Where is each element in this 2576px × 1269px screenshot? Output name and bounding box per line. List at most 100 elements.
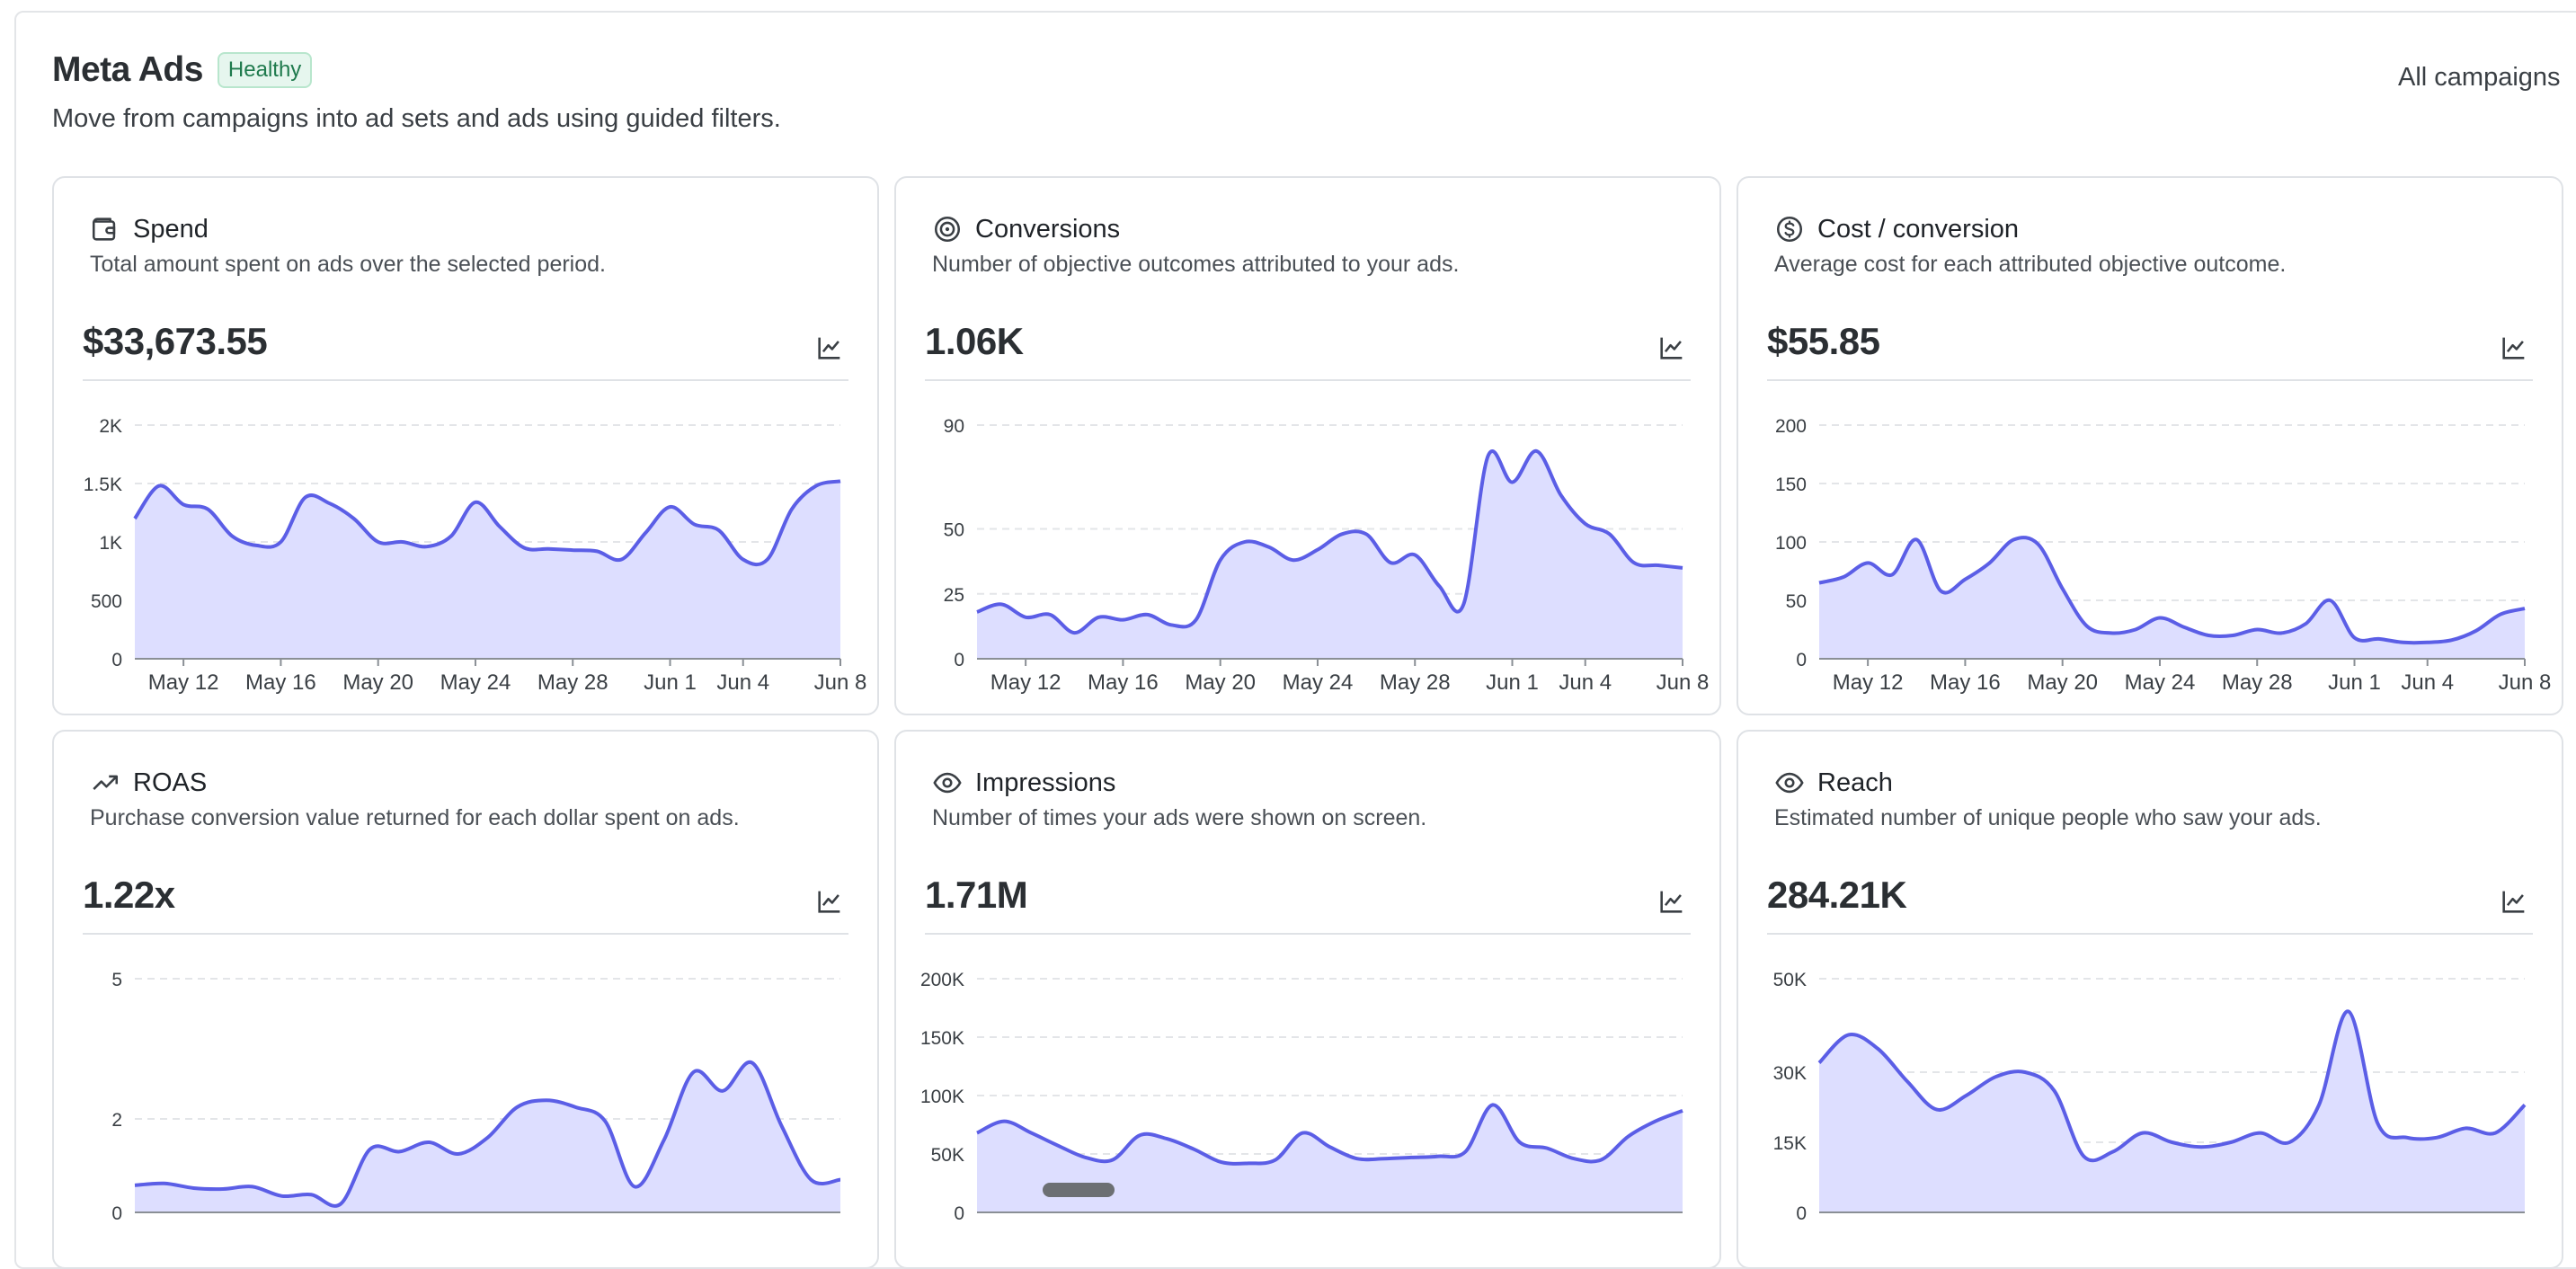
chart-toggle-button[interactable] [1657,333,1687,363]
x-tick-label: Jun 1 [2328,670,2381,695]
divider [83,933,848,935]
area-fill [135,481,840,659]
metric-card-spend: Spend Total amount spent on ads over the… [52,176,879,715]
metric-title: ROAS [133,768,208,797]
divider [1767,379,2533,381]
x-tick-label: Jun 4 [716,670,769,695]
metric-title: Cost / conversion [1817,214,2020,244]
metric-card-conversions: Conversions Number of objective outcomes… [894,176,1721,715]
area-fill [1819,537,2525,659]
x-tick-label: Jun 8 [2499,670,2552,695]
series-line [976,1103,1683,1166]
y-tick-label: 1K [99,533,122,554]
chart-toggle-button[interactable] [814,333,845,363]
y-tick-label: 0 [1796,1203,1807,1224]
x-tick-label: May 12 [1833,670,1904,695]
series-line [133,479,841,567]
y-tick-label: 0 [1796,650,1807,670]
metric-value: $55.85 [1767,320,1880,362]
x-tick-label: May 24 [440,670,511,695]
page-title: Meta Ads [52,50,203,89]
metric-description: Estimated number of unique people who sa… [1774,805,2322,830]
x-tick-label: May 28 [537,670,608,695]
metric-description: Number of times your ads were shown on s… [932,805,1427,830]
y-tick-label: 150 [1775,475,1807,495]
y-tick-label: 90 [944,416,964,437]
area-fill [1819,1011,2525,1212]
metric-value: 284.21K [1767,874,1907,916]
y-tick-label: 50K [931,1145,964,1166]
x-tick-label: Jun 1 [644,670,697,695]
area-fill [977,1105,1683,1212]
campaign-scope-selector[interactable]: All campaigns [2398,63,2561,92]
chart-toggle-button[interactable] [2499,886,2529,917]
page-subtitle: Move from campaigns into ad sets and ads… [52,104,781,133]
metric-value: 1.06K [925,320,1024,362]
y-tick-label: 100K [920,1087,964,1107]
metric-card-impressions: Impressions Number of times your ads wer… [894,730,1721,1269]
area-fill [135,1061,840,1212]
y-tick-label: 150K [920,1028,964,1049]
y-tick-label: 0 [111,650,122,670]
metric-title: Impressions [975,768,1116,797]
y-tick-label: 100 [1775,533,1807,554]
y-tick-label: 50K [1773,970,1807,990]
chart-toggle-button[interactable] [814,886,845,917]
x-tick-label: Jun 4 [1559,670,1612,695]
metric-value: 1.22x [83,874,175,916]
y-tick-label: 200K [920,970,964,990]
x-tick-label: May 20 [2027,670,2098,695]
y-tick-label: 200 [1775,416,1807,437]
series-line [134,1060,841,1208]
x-tick-label: May 24 [1283,670,1354,695]
x-tick-label: Jun 8 [1657,670,1710,695]
y-tick-label: 5 [111,970,122,990]
target-icon [934,216,961,243]
area-fill [977,450,1683,659]
y-tick-label: 1.5K [84,475,122,495]
x-tick-label: Jun 8 [814,670,867,695]
metric-title: Conversions [975,214,1121,244]
metric-value: $33,673.55 [83,320,268,362]
y-tick-label: 0 [954,1203,964,1224]
metric-card-cost-per-conversion: Cost / conversion Average cost for each … [1737,176,2563,715]
x-tick-label: Jun 4 [2401,670,2454,695]
divider [925,379,1691,381]
y-tick-label: 0 [111,1203,122,1224]
trend-up-icon [93,775,119,790]
x-tick-label: May 12 [990,670,1061,695]
series-line [976,448,1683,635]
metric-description: Number of objective outcomes attributed … [932,252,1460,277]
x-tick-label: May 16 [245,670,316,695]
x-tick-label: May 24 [2125,670,2196,695]
x-tick-label: May 20 [342,670,413,695]
x-tick-label: May 20 [1185,670,1256,695]
divider [1767,933,2533,935]
x-tick-label: May 28 [2222,670,2293,695]
metric-title: Spend [133,214,209,244]
x-tick-label: May 16 [1088,670,1159,695]
eye-icon [1775,772,1804,794]
y-tick-label: 50 [944,520,964,541]
metric-card-roas: ROAS Purchase conversion value returned … [52,730,879,1269]
series-line [1818,536,2526,645]
chart-toggle-button[interactable] [2499,333,2529,363]
y-tick-label: 0 [954,650,964,670]
metric-title: Reach [1817,768,1893,797]
y-tick-label: 50 [1786,591,1807,612]
dollar-circle-icon [1776,216,1803,243]
cost-per-conversion-chart: 0 50 100 150 200 May 12 May 16 May 20 May 24 May … [1775,416,2552,695]
x-tick-label: May 28 [1380,670,1451,695]
series-line [1817,1009,2527,1163]
wallet-icon [92,217,116,241]
horizontal-scrollbar-thumb[interactable] [1043,1183,1115,1197]
y-tick-label: 2K [99,416,122,437]
chart-toggle-button[interactable] [1657,886,1687,917]
x-tick-label: May 12 [148,670,219,695]
page-header: Meta Ads Healthy Move from campaigns int… [52,50,781,134]
y-tick-label: 500 [91,591,122,612]
y-tick-label: 2 [111,1110,122,1131]
x-tick-label: May 16 [1930,670,2001,695]
metric-description: Purchase conversion value returned for e… [90,805,740,830]
divider [925,933,1691,935]
